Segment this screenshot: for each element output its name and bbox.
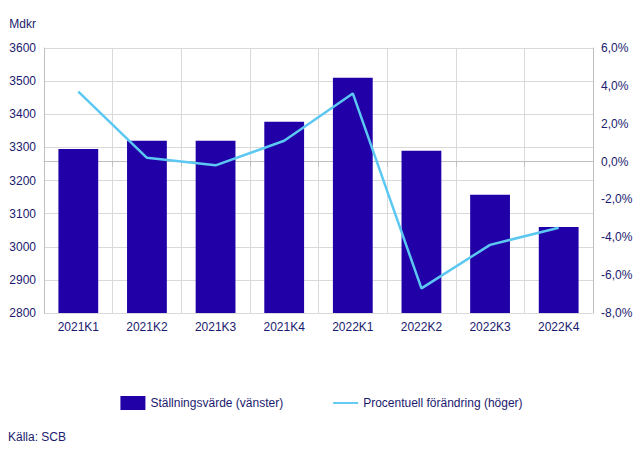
svg-text:2900: 2900 [9, 273, 36, 287]
svg-text:2022K3: 2022K3 [469, 320, 511, 334]
svg-text:4,0%: 4,0% [601, 79, 629, 93]
svg-text:Procentuell förändring (höger): Procentuell förändring (höger) [363, 396, 522, 410]
svg-text:2800: 2800 [9, 306, 36, 320]
svg-text:Mdkr: Mdkr [9, 17, 36, 31]
svg-text:3100: 3100 [9, 207, 36, 221]
svg-text:Källa: SCB: Källa: SCB [8, 430, 66, 444]
svg-text:3600: 3600 [9, 41, 36, 55]
svg-text:3500: 3500 [9, 74, 36, 88]
svg-text:6,0%: 6,0% [601, 41, 629, 55]
svg-text:2021K1: 2021K1 [58, 320, 100, 334]
svg-text:3400: 3400 [9, 107, 36, 121]
svg-text:2,0%: 2,0% [601, 117, 629, 131]
svg-text:-4,0%: -4,0% [601, 230, 633, 244]
svg-text:2021K3: 2021K3 [195, 320, 237, 334]
svg-text:3200: 3200 [9, 174, 36, 188]
svg-text:-8,0%: -8,0% [601, 306, 633, 320]
svg-text:2022K1: 2022K1 [332, 320, 374, 334]
svg-text:3000: 3000 [9, 240, 36, 254]
svg-text:-6,0%: -6,0% [601, 268, 633, 282]
svg-text:3300: 3300 [9, 140, 36, 154]
svg-text:Ställningsvärde (vänster): Ställningsvärde (vänster) [150, 396, 283, 410]
svg-text:2021K4: 2021K4 [264, 320, 306, 334]
svg-text:-2,0%: -2,0% [601, 192, 633, 206]
svg-text:2022K4: 2022K4 [538, 320, 580, 334]
svg-text:2022K2: 2022K2 [401, 320, 443, 334]
svg-text:0,0%: 0,0% [601, 155, 629, 169]
svg-text:2021K2: 2021K2 [126, 320, 168, 334]
